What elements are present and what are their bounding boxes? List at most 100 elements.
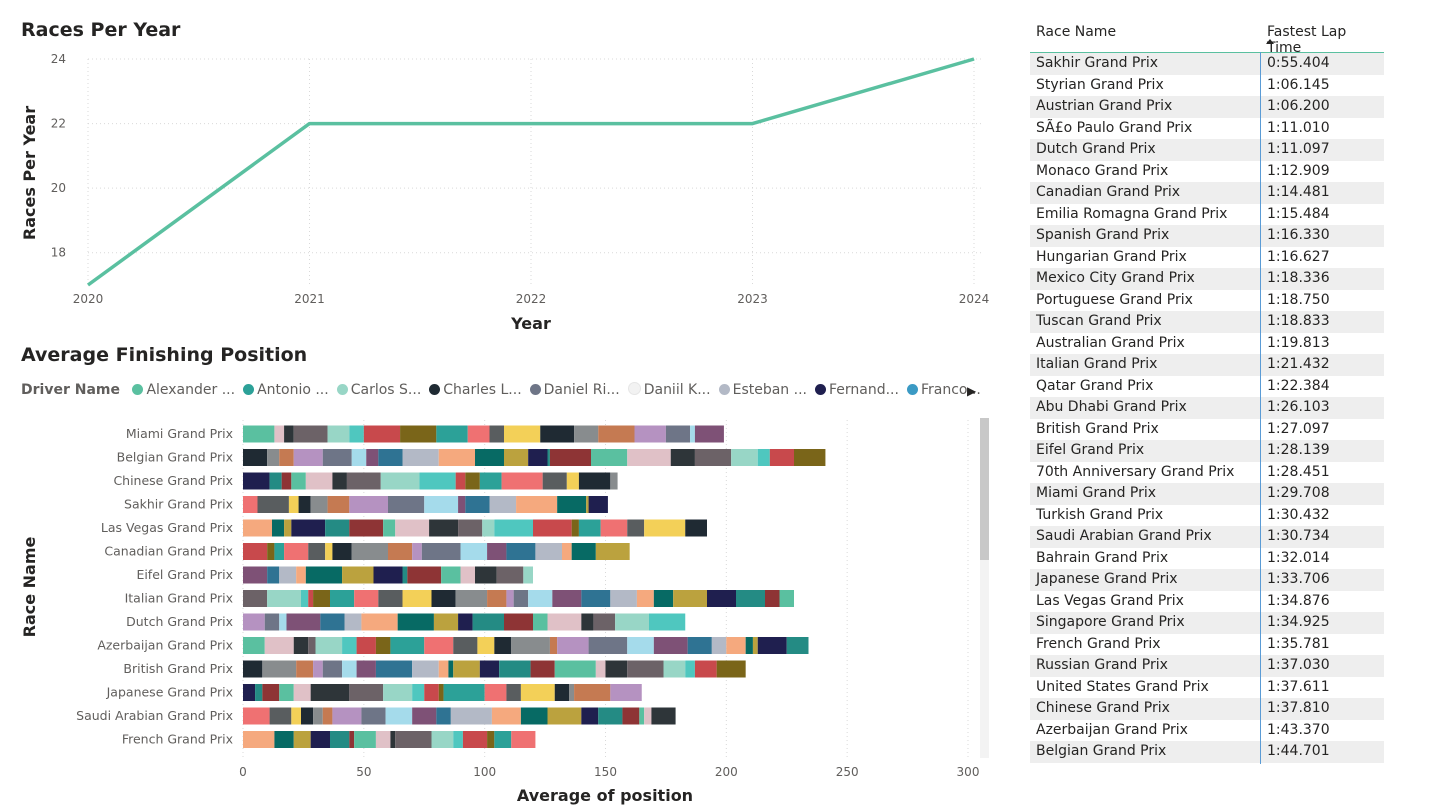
bar-segment — [549, 637, 558, 654]
bar-segment — [467, 425, 490, 443]
bar-segment — [530, 660, 555, 678]
bar-segment — [707, 590, 736, 607]
category-label: Azerbaijan Grand Prix — [97, 638, 233, 653]
table-row[interactable]: Austrian Grand Prix 1:06.200 — [1030, 96, 1384, 118]
sort-ascending-icon[interactable] — [1266, 39, 1274, 44]
category-label: Saudi Arabian Grand Prix — [76, 708, 233, 723]
table-row[interactable]: Japanese Grand Prix 1:33.706 — [1030, 569, 1384, 591]
table-row[interactable]: Italian Grand Prix 1:21.432 — [1030, 354, 1384, 376]
category-label: Japanese Grand Prix — [106, 685, 233, 700]
table-row[interactable]: Qatar Grand Prix 1:22.384 — [1030, 376, 1384, 398]
bar-segment — [385, 707, 413, 725]
table-row[interactable]: British Grand Prix 1:27.097 — [1030, 419, 1384, 441]
table-row[interactable]: Miami Grand Prix 1:29.708 — [1030, 483, 1384, 505]
cell-race-name: Saudi Arabian Grand Prix — [1036, 528, 1212, 544]
table-row[interactable]: Belgian Grand Prix 1:44.701 — [1030, 741, 1384, 763]
table-row[interactable]: Tuscan Grand Prix 1:18.833 — [1030, 311, 1384, 333]
cell-fastest-lap-time: 1:18.750 — [1267, 291, 1330, 308]
table-row[interactable]: Sakhir Grand Prix 0:55.404 — [1030, 53, 1384, 75]
legend-item[interactable]: Alexander ... — [132, 382, 235, 398]
table-row[interactable]: United States Grand Prix 1:37.611 — [1030, 677, 1384, 699]
table-row[interactable]: Australian Grand Prix 1:19.813 — [1030, 333, 1384, 355]
table-row[interactable]: Turkish Grand Prix 1:30.432 — [1030, 505, 1384, 527]
category-label: French Grand Prix — [122, 732, 233, 747]
legend-dot-icon — [243, 384, 255, 395]
table-row[interactable]: Spanish Grand Prix 1:16.330 — [1030, 225, 1384, 247]
legend-item[interactable]: Esteban ... — [718, 382, 807, 398]
bar-chart-scroll-thumb[interactable] — [980, 418, 989, 560]
bar-segment — [595, 660, 606, 678]
legend-item[interactable]: Franco ... — [906, 382, 981, 398]
bar-segment — [349, 425, 364, 443]
bar-segment — [453, 660, 480, 678]
cell-race-name: Mexico City Grand Prix — [1036, 270, 1195, 286]
x-tick-label: 0 — [239, 765, 247, 779]
cell-fastest-lap-time: 1:16.330 — [1267, 227, 1330, 243]
table-row[interactable]: French Grand Prix 1:35.781 — [1030, 634, 1384, 656]
table-row[interactable]: Abu Dhabi Grand Prix 1:26.103 — [1030, 397, 1384, 419]
bar-segment — [586, 496, 589, 513]
bar-segment — [465, 472, 480, 490]
bar-chart-scrollbar[interactable] — [980, 418, 989, 758]
table-row[interactable]: Portuguese Grand Prix 1:18.750 — [1030, 290, 1384, 312]
bar-segment — [388, 496, 425, 513]
bar-segment — [506, 543, 536, 560]
table-row[interactable]: Hungarian Grand Prix 1:16.627 — [1030, 247, 1384, 269]
bar-segment — [600, 519, 628, 537]
table-row[interactable]: Chinese Grand Prix 1:37.810 — [1030, 698, 1384, 720]
table-row[interactable]: Russian Grand Prix 1:37.030 — [1030, 655, 1384, 677]
bar-segment — [557, 496, 587, 513]
bar-segment — [475, 566, 497, 584]
legend-item[interactable]: Charles L... — [429, 382, 522, 398]
bar-segment — [279, 613, 287, 631]
bar-segment — [267, 590, 301, 607]
table-row[interactable]: Styrian Grand Prix 1:06.145 — [1030, 75, 1384, 97]
header-fastest-lap-time[interactable]: Fastest Lap Time — [1267, 24, 1347, 56]
cell-fastest-lap-time: 1:15.484 — [1267, 205, 1330, 222]
bar-segment — [535, 543, 562, 560]
bar-segment — [257, 496, 289, 513]
cell-race-name: British Grand Prix — [1036, 420, 1159, 437]
chevron-right-icon[interactable]: ▶ — [967, 384, 977, 398]
cell-fastest-lap-time: 1:37.611 — [1267, 678, 1330, 695]
bar-segment — [484, 684, 507, 701]
table-row[interactable]: Singapore Grand Prix 1:34.925 — [1030, 612, 1384, 634]
table-row[interactable]: Las Vegas Grand Prix 1:34.876 — [1030, 591, 1384, 613]
bar-segment — [504, 449, 529, 466]
table-row[interactable]: Eifel Grand Prix 1:28.139 — [1030, 440, 1384, 462]
bar-segment — [375, 637, 391, 654]
table-row[interactable]: 70th Anniversary Grand Prix 1:28.451 — [1030, 462, 1384, 484]
legend-item[interactable]: Antonio ... — [243, 382, 329, 398]
cell-fastest-lap-time: 1:37.030 — [1267, 657, 1330, 673]
table-row[interactable]: Azerbaijan Grand Prix 1:43.370 — [1030, 720, 1384, 742]
legend-dot-icon — [718, 384, 730, 395]
legend-item[interactable]: Daniil K... — [627, 382, 711, 398]
cell-race-name: Bahrain Grand Prix — [1036, 549, 1169, 566]
bar-segment — [402, 449, 439, 466]
bar-segment — [284, 425, 294, 443]
driver-legend: Driver Name Alexander ... Antonio ... Carl… — [21, 382, 981, 402]
legend-item[interactable]: Daniel Ri... — [529, 382, 620, 398]
bar-segment — [578, 472, 611, 490]
bar-segment — [342, 637, 357, 654]
bar-segment — [390, 731, 396, 748]
table-row[interactable]: Saudi Arabian Grand Prix 1:30.734 — [1030, 526, 1384, 548]
bar-segment — [281, 472, 292, 490]
table-row[interactable]: Mexico City Grand Prix 1:18.336 — [1030, 268, 1384, 290]
table-row[interactable]: Dutch Grand Prix 1:11.097 — [1030, 139, 1384, 161]
table-row[interactable]: SÃ£o Paulo Grand Prix 1:11.010 — [1030, 118, 1384, 140]
table-row[interactable]: Monaco Grand Prix 1:12.909 — [1030, 161, 1384, 183]
bar-segment — [313, 660, 323, 678]
legend-item[interactable]: Carlos S... — [336, 382, 421, 398]
table-row[interactable]: Canadian Grand Prix 1:14.481 — [1030, 182, 1384, 204]
cell-fastest-lap-time: 1:26.103 — [1267, 399, 1330, 415]
table-row[interactable]: Emilia Romagna Grand Prix 1:15.484 — [1030, 204, 1384, 226]
bar-segment — [320, 613, 345, 631]
bar-segment — [769, 449, 794, 466]
legend-item[interactable]: Fernand... — [814, 382, 899, 398]
header-race-name[interactable]: Race Name — [1036, 24, 1117, 40]
bar-segment — [438, 660, 449, 678]
bar-segment — [562, 543, 572, 560]
bar-segment — [243, 543, 268, 560]
table-row[interactable]: Bahrain Grand Prix 1:32.014 — [1030, 548, 1384, 570]
